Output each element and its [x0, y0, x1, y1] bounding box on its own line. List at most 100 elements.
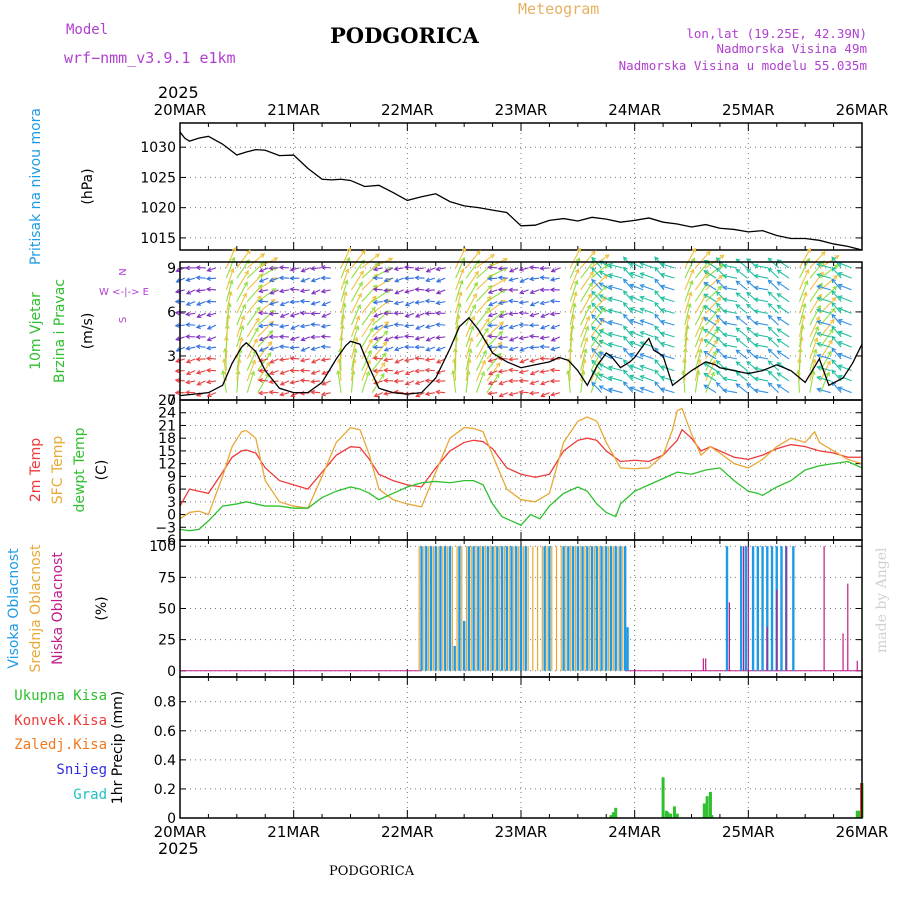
- wind-arrow-head: [383, 391, 389, 396]
- wind-arrow-head: [629, 352, 635, 358]
- wind-arrow-head: [604, 254, 610, 259]
- wind-arrow-head: [528, 322, 534, 328]
- high-cloud-bar: [756, 546, 760, 671]
- wind-arrow-head: [722, 309, 728, 314]
- wind-arrow-head: [746, 371, 752, 376]
- wind-arrow: [580, 271, 594, 291]
- wind-arrow-head: [367, 349, 372, 355]
- high-cloud-bar: [590, 546, 594, 671]
- wind-arrow: [623, 314, 634, 326]
- wind-arrow-head: [320, 323, 326, 329]
- wind-arrow: [257, 373, 270, 393]
- wind-arrow: [640, 387, 654, 394]
- wind-arrow: [340, 314, 345, 337]
- wind-arrow: [777, 372, 790, 382]
- wind-arrow-head: [289, 299, 295, 305]
- wind-arrow: [246, 371, 255, 393]
- wind-arrow: [350, 337, 358, 360]
- wind-arrow: [488, 380, 498, 385]
- wind-arrow: [186, 346, 196, 350]
- wind-arrow-head: [206, 267, 212, 272]
- wind-arrow: [455, 257, 465, 279]
- wind-arrow: [340, 303, 346, 326]
- wind-arrow-head: [654, 278, 659, 284]
- wind-arrow-head: [185, 358, 191, 364]
- wind-arrow-head: [607, 331, 613, 337]
- high-cloud-bar: [477, 546, 480, 671]
- wind-arrow: [311, 277, 321, 282]
- wind-arrow: [630, 331, 644, 338]
- wind-arrow-head: [382, 341, 388, 347]
- wind-arrow: [736, 292, 748, 303]
- wind-arrow-head: [299, 357, 305, 363]
- wind-arrow: [350, 304, 361, 326]
- wind-arrow-head: [629, 318, 635, 324]
- wind-arrow: [257, 330, 273, 348]
- wind-arrow-head: [487, 390, 493, 396]
- wind-arrow-head: [393, 310, 399, 316]
- wind-arrow: [425, 358, 435, 361]
- wind-arrow: [338, 358, 342, 381]
- wind-arrow-head: [518, 300, 524, 305]
- wind-arrow: [436, 391, 446, 394]
- wind-arrow: [819, 328, 834, 348]
- wind-arrow-head: [622, 313, 628, 319]
- wind-arrow: [640, 284, 654, 291]
- panel-precip: 0 0.2 0.4 0.6 0.8 1hr Precip (mm)Ukupna Kisa K…: [14, 676, 864, 827]
- y-axis-label: (hPa): [80, 168, 96, 204]
- wind-legend-we: W <-|-> E: [99, 287, 149, 298]
- wind-arrow-head: [425, 337, 431, 342]
- wind-arrow-head: [518, 389, 524, 395]
- wind-arrow-head: [540, 313, 546, 318]
- wind-arrow-head: [825, 371, 830, 377]
- wind-arrow: [405, 370, 415, 375]
- wind-arrow-head: [715, 267, 721, 273]
- wind-arrow: [540, 312, 550, 318]
- wind-arrow: [509, 267, 519, 273]
- wind-arrow-head: [703, 317, 709, 322]
- wind-arrow-head: [195, 356, 201, 362]
- wind-arrow: [301, 267, 310, 273]
- wind-arrow-head: [258, 273, 264, 279]
- wind-arrow-head: [383, 324, 389, 329]
- wind-arrow: [519, 301, 529, 304]
- wind-arrow: [591, 302, 602, 314]
- wind-arrow-head: [289, 356, 295, 361]
- wind-arrow-head: [497, 266, 503, 271]
- wind-arrow-head: [735, 315, 741, 321]
- y-tick-label: 15: [158, 444, 176, 460]
- wind-arrow: [519, 391, 529, 394]
- wind-arrow: [660, 273, 675, 279]
- wind-arrow: [361, 327, 374, 348]
- wind-arrow-head: [776, 338, 782, 344]
- wind-arrow: [246, 284, 263, 303]
- wind-arrow: [684, 315, 690, 337]
- wind-arrow: [465, 260, 480, 279]
- wind-arrow-head: [607, 284, 613, 290]
- mid-cloud-bar: [432, 546, 434, 671]
- wind-arrow-head: [425, 268, 431, 273]
- precip-bar: [857, 810, 861, 818]
- wind-arrow-head: [519, 347, 525, 352]
- series-sfc-line: [179, 407, 863, 520]
- panels: 1015 1020 1025 1030 Pritisak na nivou mora (h…: [6, 108, 864, 827]
- wind-arrow-head: [415, 392, 421, 398]
- wind-arrow-head: [735, 268, 741, 274]
- wind-arrow-head: [310, 277, 316, 283]
- wind-arrow-head: [358, 281, 363, 287]
- wind-arrow: [640, 308, 654, 314]
- wind-arrow: [684, 325, 689, 348]
- wind-arrow: [236, 337, 243, 360]
- wind-arrow: [196, 324, 206, 329]
- wind-arrow: [591, 336, 602, 348]
- wind-arrow: [476, 254, 495, 269]
- wind-arrow: [590, 339, 603, 360]
- wind-arrow-head: [831, 290, 837, 296]
- wind-arrow-head: [353, 336, 359, 342]
- wind-arrow: [279, 266, 289, 269]
- wind-arrow-head: [476, 249, 481, 255]
- wind-arrow: [498, 276, 508, 279]
- precip-legend: Ukupna Kisa Konvek.Kisa Zaledj.Kisa Snijeg G…: [14, 688, 107, 803]
- wind-arrow: [465, 250, 481, 269]
- wind-arrow-head: [383, 337, 389, 342]
